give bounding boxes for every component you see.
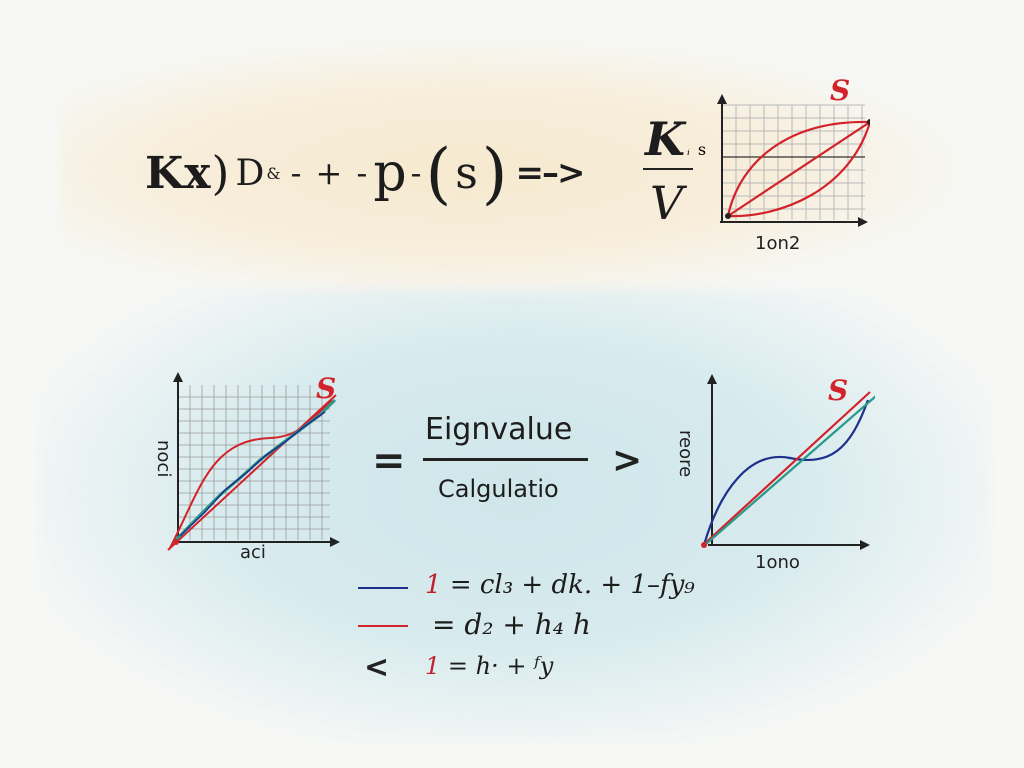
left-graph-x-label: aci xyxy=(240,542,266,563)
fraction-side-s: s xyxy=(697,140,707,159)
fraction-k: K xyxy=(645,112,685,166)
top-graph-x-arrow xyxy=(858,217,868,227)
eq-arrow: =–> xyxy=(515,153,586,193)
right-graph-teal-line xyxy=(705,395,875,545)
legend-red-line xyxy=(358,625,408,627)
eigenvalue-numerator: Eignvalue xyxy=(425,412,573,447)
right-graph-origin-point xyxy=(701,542,707,548)
eq-s: s xyxy=(455,147,478,199)
top-equation: Kx ) D & - + - p - ( s ) =–> xyxy=(145,135,586,212)
top-graph-lower-curve xyxy=(727,121,870,218)
middle-equals: = xyxy=(372,438,406,484)
left-graph-y-label: noci xyxy=(153,440,174,478)
left-graph-origin-point xyxy=(173,539,179,545)
middle-greater-than: > xyxy=(612,440,643,481)
legend-row-3: 1 = h· + ᶠy xyxy=(425,652,553,680)
top-graph-upper-curve xyxy=(726,120,870,217)
right-graph-blue-curve xyxy=(702,399,870,546)
left-graph xyxy=(167,372,340,551)
eq-ops2: - xyxy=(410,154,422,192)
eq-ops: - + - xyxy=(290,154,370,192)
eq-p: p xyxy=(373,143,407,203)
eq-amp: & xyxy=(266,163,281,183)
right-graph-s-label: S xyxy=(828,374,849,407)
right-graph-red-line xyxy=(701,391,871,547)
left-graph-s-label: S xyxy=(316,372,337,405)
eq-d: D xyxy=(235,152,265,194)
legend-row-1-number: 1 xyxy=(425,570,442,600)
top-fraction-denominator: V xyxy=(650,176,684,230)
top-graph-s-label: S xyxy=(830,74,851,107)
left-graph-blue-line xyxy=(179,411,326,537)
fraction-k-sub: ᵢ xyxy=(686,143,690,159)
right-graph-y-label: reore xyxy=(675,430,696,478)
legend-row-2: = d₂ + h₄ h xyxy=(432,608,591,641)
right-graph-x-label: 1ono xyxy=(755,552,800,573)
right-graph-x-arrow xyxy=(860,540,870,550)
eq-open-paren: ( xyxy=(425,134,452,212)
legend-row-1: 1 = cl₃ + dk. + 1–fy₉ xyxy=(425,570,695,600)
legend-row-2-text: = d₂ + h₄ h xyxy=(432,608,591,641)
top-fraction-bar xyxy=(643,168,693,170)
eq-kx: Kx xyxy=(145,147,212,199)
top-graph-y-arrow xyxy=(717,94,727,104)
left-graph-y-arrow xyxy=(173,372,183,382)
left-graph-x-arrow xyxy=(330,537,340,547)
top-graph-diagonal xyxy=(727,121,870,217)
top-graph xyxy=(717,94,870,227)
eq-close-paren: ) xyxy=(481,134,508,212)
eq-paren-close: ) xyxy=(211,146,230,200)
left-graph-red-line xyxy=(167,394,337,551)
legend-row-3-marker: < xyxy=(364,650,390,685)
legend-row-1-text: = cl₃ + dk. + 1–fy₉ xyxy=(449,570,695,600)
legend-row-3-text: = h· + ᶠy xyxy=(447,652,554,680)
right-graph xyxy=(701,374,875,550)
top-graph-origin-point xyxy=(725,213,731,219)
legend-blue-line xyxy=(358,587,408,589)
top-graph-x-label: 1on2 xyxy=(755,233,801,254)
right-graph-y-arrow xyxy=(707,374,717,384)
eigenvalue-denominator: Calgulatio xyxy=(438,475,559,503)
top-graph-end-point xyxy=(867,119,870,125)
eigenvalue-fraction-bar xyxy=(423,458,588,461)
legend-row-3-number: 1 xyxy=(425,652,441,680)
